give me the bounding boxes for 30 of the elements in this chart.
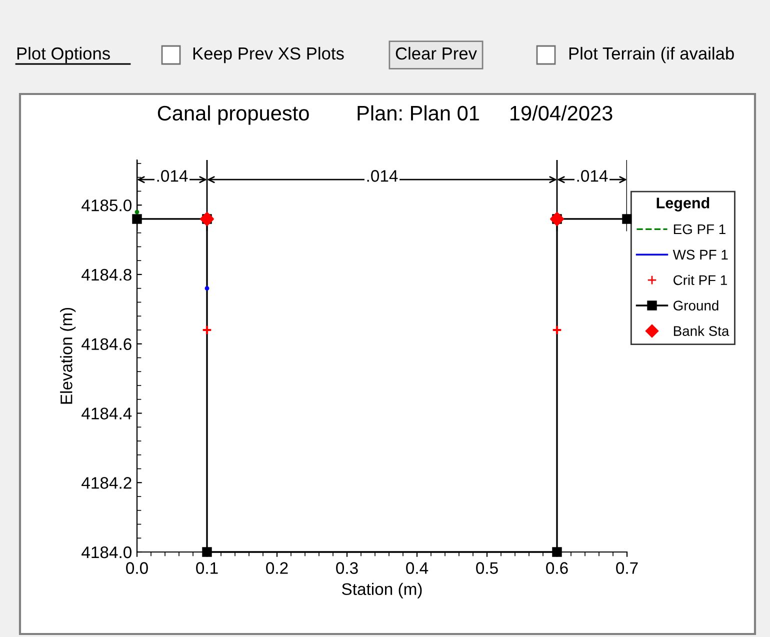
legend-label: Ground: [674, 300, 718, 311]
x-tick-label: 0.2: [266, 562, 288, 574]
x-tick-label: 0.3: [336, 562, 358, 574]
annotation: .014: [157, 170, 188, 182]
annotation: .014: [577, 170, 608, 182]
y-tick-label: 4184.0: [82, 546, 132, 558]
y-tick-label: 4184.2: [82, 477, 132, 489]
x-tick-label: 0.6: [546, 562, 568, 574]
text: Plot Terrain (if availab: [569, 46, 734, 64]
y-tick-label: 4184.8: [82, 268, 132, 281]
text: Keep Prev XS Plots: [193, 46, 344, 64]
y-tick-label: 4184.4: [82, 408, 132, 420]
text: Clear Prev: [396, 46, 477, 60]
chart-title: Canal propuesto Plan: Plan 01 19/04/2023: [158, 105, 612, 125]
x-tick-label: 0.1: [196, 562, 218, 574]
y-tick-label: 4185.0: [82, 200, 132, 212]
y-axis-title: Elevation (m): [60, 308, 76, 404]
text: Plot Options: [17, 46, 110, 64]
legend-label: Bank Sta: [674, 326, 730, 336]
legend-label: EG PF 1: [674, 224, 726, 234]
x-tick-label: 0.4: [406, 562, 428, 574]
legend-title: Legend: [656, 197, 710, 212]
x-tick-label: 0.5: [476, 562, 498, 574]
legend-label: Crit PF 1: [674, 274, 727, 286]
y-tick-label: 4184.6: [82, 338, 132, 350]
annotation: .014: [367, 170, 398, 182]
x-tick-label: 0.0: [126, 562, 148, 574]
legend-label: WS PF 1: [672, 250, 728, 260]
x-tick-label: 0.7: [616, 562, 638, 574]
x-axis-title: Station (m): [342, 582, 422, 598]
